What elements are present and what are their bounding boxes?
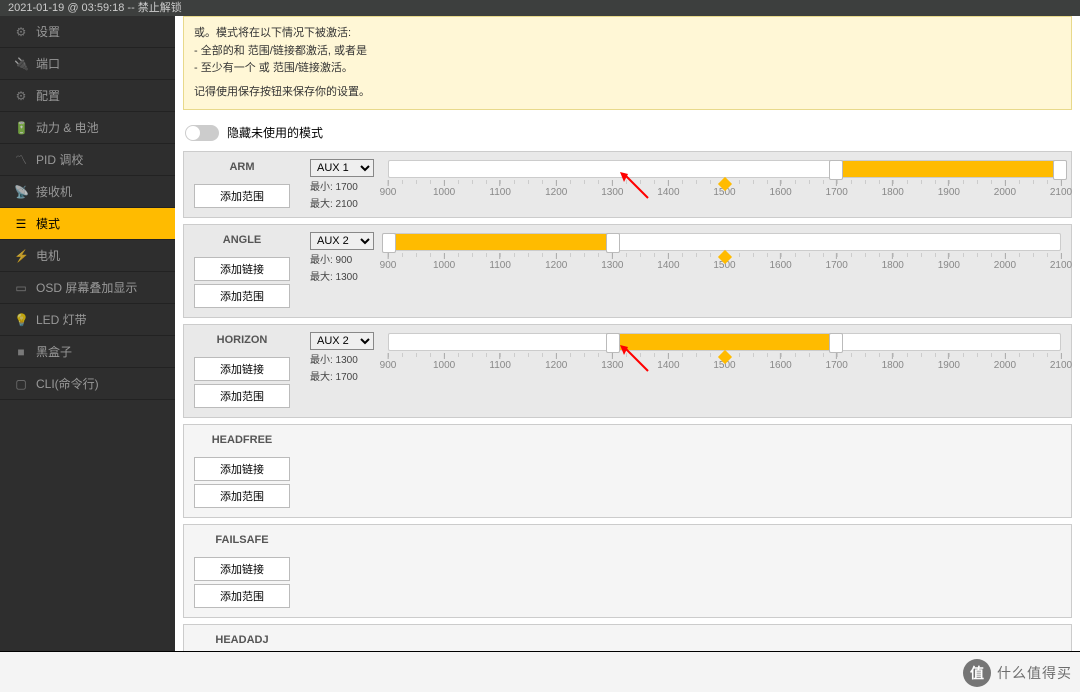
mode-title: ANGLE: [184, 231, 300, 254]
mode-title: HEADFREE: [184, 431, 300, 454]
add-range-button[interactable]: 添加范围: [194, 584, 290, 608]
add-range-button[interactable]: 添加范围: [194, 484, 290, 508]
sidebar-icon: ☰: [14, 217, 28, 231]
sidebar-item-PID 调校[interactable]: 〽 PID 调校: [0, 144, 175, 176]
add-link-button[interactable]: 添加链接: [194, 257, 290, 281]
sidebar-icon: ⚙: [14, 25, 28, 39]
main-content: 或。模式将在以下情况下被激活: - 全部的和 范围/链接都激活, 或者是 - 至…: [175, 16, 1080, 651]
sidebar-icon: 〽: [14, 151, 28, 168]
mode-title: ARM: [184, 158, 300, 181]
slider-handle-max[interactable]: [829, 333, 843, 353]
add-link-button[interactable]: 添加链接: [194, 557, 290, 581]
add-range-button[interactable]: 添加范围: [194, 384, 290, 408]
range-max-text: 最大: 1700: [310, 371, 378, 384]
range-max-text: 最大: 1300: [310, 271, 378, 284]
add-link-button[interactable]: 添加链接: [194, 357, 290, 381]
range-max-text: 最大: 2100: [310, 198, 378, 211]
range-min-text: 最小: 1700: [310, 181, 378, 194]
aux-select[interactable]: AUX 2: [310, 232, 374, 250]
info-panel: 或。模式将在以下情况下被激活: - 全部的和 范围/链接都激活, 或者是 - 至…: [183, 16, 1072, 110]
sidebar-label: OSD 屏幕叠加显示: [36, 279, 137, 296]
range-min-text: 最小: 1300: [310, 354, 378, 367]
sidebar-item-OSD 屏幕叠加显示[interactable]: ▭ OSD 屏幕叠加显示: [0, 272, 175, 304]
mode-title: FAILSAFE: [184, 531, 300, 554]
sidebar-label: CLI(命令行): [36, 375, 99, 392]
sidebar-item-设置[interactable]: ⚙ 设置: [0, 16, 175, 48]
slider-ticks: 9001000110012001300140015001600170018001…: [388, 253, 1061, 275]
hide-unused-label: 隐藏未使用的模式: [227, 124, 323, 141]
sidebar-icon: 🔌: [14, 57, 28, 71]
sidebar-icon: 🔋: [14, 121, 28, 135]
sidebar-label: PID 调校: [36, 151, 83, 168]
sidebar-label: 电机: [36, 247, 60, 264]
sidebar-icon: 📡: [14, 185, 28, 199]
sidebar-label: 动力 & 电池: [36, 119, 99, 136]
sidebar-item-模式[interactable]: ☰ 模式: [0, 208, 175, 240]
sidebar-item-CLI(命令行)[interactable]: ▢ CLI(命令行): [0, 368, 175, 400]
mode-block-ANGLE: ANGLE 添加链接添加范围 AUX 2 最小: 900 最大: 1300 9001000…: [183, 224, 1072, 318]
add-range-button[interactable]: 添加范围: [194, 284, 290, 308]
mode-title: HEADADJ: [184, 631, 300, 651]
watermark-text: 什么值得买: [997, 663, 1072, 683]
add-link-button[interactable]: 添加链接: [194, 457, 290, 481]
info-line: - 至少有一个 或 范围/链接激活。: [194, 60, 1061, 78]
sidebar-icon: ▢: [14, 377, 28, 391]
sidebar-item-LED 灯带[interactable]: 💡 LED 灯带: [0, 304, 175, 336]
mode-block-HEADADJ: HEADADJ添加链接添加范围: [183, 624, 1072, 651]
sidebar-icon: 💡: [14, 313, 28, 327]
sidebar-label: 模式: [36, 215, 60, 232]
sidebar-item-配置[interactable]: ⚙ 配置: [0, 80, 175, 112]
sidebar-label: 黑盒子: [36, 343, 72, 360]
sidebar-icon: ⚡: [14, 249, 28, 263]
slider-handle-max[interactable]: [606, 233, 620, 253]
hide-unused-toggle[interactable]: [185, 125, 219, 141]
sidebar-item-接收机[interactable]: 📡 接收机: [0, 176, 175, 208]
sidebar-label: 配置: [36, 87, 60, 104]
info-line: 记得使用保存按钮来保存你的设置。: [194, 84, 1061, 102]
sidebar-item-电机[interactable]: ⚡ 电机: [0, 240, 175, 272]
mode-block-ARM: ARM 添加范围 AUX 1 最小: 1700 最大: 2100 900100011001…: [183, 151, 1072, 218]
mode-block-HORIZON: HORIZON 添加链接添加范围 AUX 2 最小: 1300 最大: 1700 9001…: [183, 324, 1072, 418]
slider-handle-min[interactable]: [382, 233, 396, 253]
sidebar-icon: ▭: [14, 281, 28, 295]
aux-select[interactable]: AUX 1: [310, 159, 374, 177]
sidebar-nav: ⚙ 设置 🔌 端口 ⚙ 配置 🔋 动力 & 电池〽 PID 调校 📡 接收机 ☰ 模式 ⚡ 电机 ▭ OSD 屏…: [0, 16, 175, 651]
sidebar-icon: ■: [14, 345, 28, 359]
sidebar-label: 设置: [36, 23, 60, 40]
sidebar-item-黑盒子[interactable]: ■ 黑盒子: [0, 336, 175, 368]
mode-block-FAILSAFE: FAILSAFE 添加链接添加范围: [183, 524, 1072, 618]
add-range-button[interactable]: 添加范围: [194, 184, 290, 208]
sidebar-label: 接收机: [36, 183, 72, 200]
sidebar-icon: ⚙: [14, 89, 28, 103]
slider-handle-min[interactable]: [829, 160, 843, 180]
info-line: 或。模式将在以下情况下被激活:: [194, 25, 1061, 43]
mode-title: HORIZON: [184, 331, 300, 354]
range-min-text: 最小: 900: [310, 254, 378, 267]
slider-handle-max[interactable]: [1053, 160, 1067, 180]
slider-ticks: 9001000110012001300140015001600170018001…: [388, 353, 1061, 375]
aux-select[interactable]: AUX 2: [310, 332, 374, 350]
sidebar-label: LED 灯带: [36, 311, 87, 328]
watermark: 值 什么值得买: [963, 659, 1072, 687]
bottom-bar: [0, 652, 1080, 692]
top-status-bar: 2021-01-19 @ 03:59:18 -- 禁止解锁: [0, 0, 1080, 16]
info-line: - 全部的和 范围/链接都激活, 或者是: [194, 43, 1061, 61]
slider-ticks: 9001000110012001300140015001600170018001…: [388, 180, 1061, 202]
sidebar-item-端口[interactable]: 🔌 端口: [0, 48, 175, 80]
sidebar-label: 端口: [36, 55, 60, 72]
slider-handle-min[interactable]: [606, 333, 620, 353]
mode-block-HEADFREE: HEADFREE 添加链接添加范围: [183, 424, 1072, 518]
watermark-badge-icon: 值: [963, 659, 991, 687]
sidebar-item-动力 & 电池[interactable]: 🔋 动力 & 电池: [0, 112, 175, 144]
